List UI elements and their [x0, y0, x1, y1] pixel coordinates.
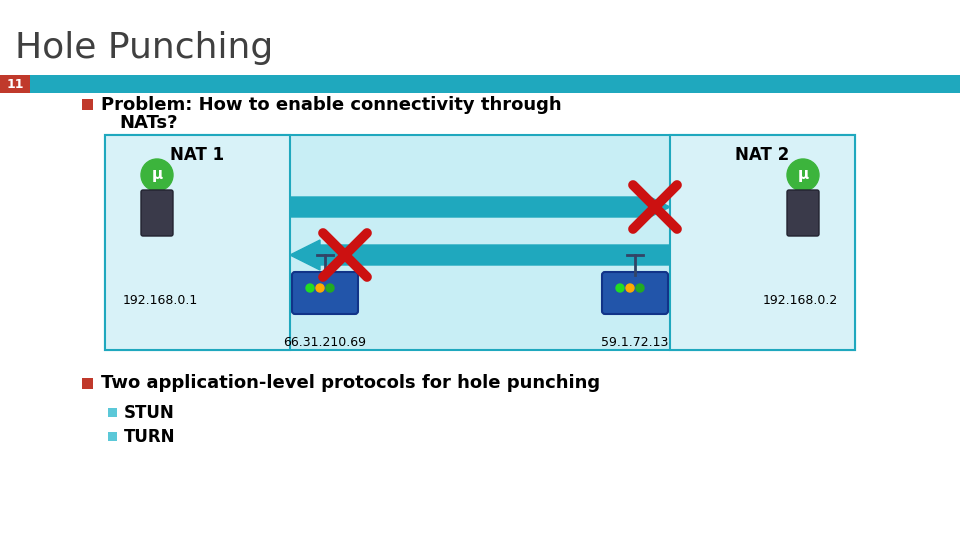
Text: NAT 1: NAT 1	[171, 146, 225, 164]
Circle shape	[636, 284, 644, 292]
Text: STUN: STUN	[124, 403, 175, 422]
Circle shape	[787, 159, 819, 191]
Text: 59.1.72.13: 59.1.72.13	[601, 335, 669, 348]
FancyBboxPatch shape	[602, 272, 668, 314]
Circle shape	[326, 284, 334, 292]
Text: Two application-level protocols for hole punching: Two application-level protocols for hole…	[101, 375, 600, 393]
Bar	[0, 75, 960, 93]
Circle shape	[616, 284, 624, 292]
Bar	[108, 432, 117, 441]
Text: μ: μ	[152, 167, 162, 183]
FancyArrow shape	[290, 240, 670, 270]
FancyBboxPatch shape	[787, 190, 819, 236]
Text: NATs?: NATs?	[119, 113, 178, 132]
Bar	[82, 378, 93, 389]
FancyBboxPatch shape	[292, 272, 358, 314]
Bar	[82, 99, 93, 110]
FancyArrow shape	[290, 192, 670, 222]
Text: NAT 2: NAT 2	[735, 146, 790, 164]
FancyBboxPatch shape	[141, 190, 173, 236]
Bar	[108, 408, 117, 417]
FancyBboxPatch shape	[105, 135, 855, 350]
Text: 192.168.0.2: 192.168.0.2	[762, 294, 838, 307]
Circle shape	[306, 284, 314, 292]
Text: μ: μ	[798, 167, 808, 183]
FancyBboxPatch shape	[105, 135, 290, 350]
Bar	[0, 75, 30, 93]
Text: 66.31.210.69: 66.31.210.69	[283, 335, 367, 348]
Circle shape	[626, 284, 634, 292]
Circle shape	[316, 284, 324, 292]
FancyBboxPatch shape	[670, 135, 855, 350]
Text: 192.168.0.1: 192.168.0.1	[122, 294, 198, 307]
Text: Problem: How to enable connectivity through: Problem: How to enable connectivity thro…	[101, 96, 562, 113]
Text: TURN: TURN	[124, 428, 176, 445]
Text: Hole Punching: Hole Punching	[15, 31, 274, 65]
Circle shape	[141, 159, 173, 191]
Text: 11: 11	[7, 78, 24, 91]
